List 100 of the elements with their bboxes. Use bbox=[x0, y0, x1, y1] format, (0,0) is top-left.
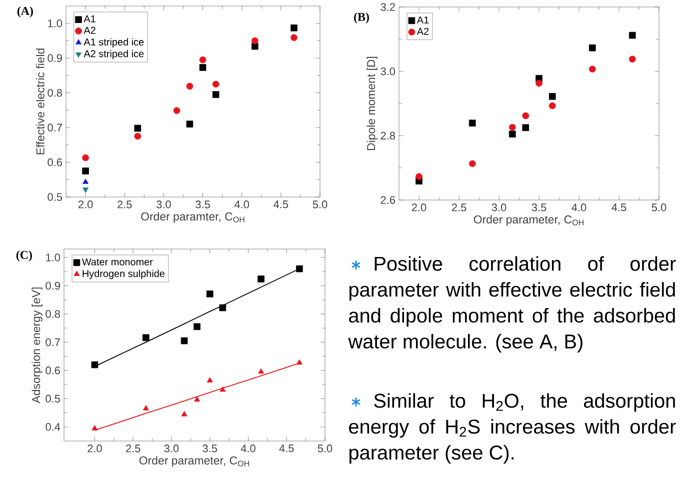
point bbox=[173, 107, 180, 114]
point bbox=[212, 91, 220, 98]
legend-label: A2 bbox=[84, 26, 96, 34]
point bbox=[258, 276, 264, 282]
point bbox=[548, 102, 556, 110]
legend-label: A2 striped ice bbox=[84, 50, 144, 60]
x-tick-label: 2.0 bbox=[88, 444, 102, 452]
point bbox=[82, 154, 89, 162]
y-tick-label: 3.0 bbox=[380, 67, 396, 76]
chart-title: (A) bbox=[17, 6, 33, 18]
point bbox=[296, 359, 302, 365]
point bbox=[588, 44, 596, 52]
y-tick-label: 0.9 bbox=[48, 54, 62, 62]
point bbox=[199, 64, 206, 71]
x-axis-title: Order paramter, C$_{OH}$ bbox=[141, 212, 244, 223]
x-tick-label: 3.0 bbox=[164, 444, 179, 452]
point bbox=[91, 361, 98, 368]
y-axis-title: Dipole moment [D] bbox=[366, 56, 378, 150]
point bbox=[142, 334, 150, 342]
point bbox=[199, 56, 206, 64]
point bbox=[548, 93, 556, 100]
y-tick-label: 0.5 bbox=[48, 193, 62, 201]
point bbox=[508, 130, 516, 138]
x-tick-label: 2.5 bbox=[452, 204, 466, 212]
x-axis-title: Order parameter, C$_{OH}$ bbox=[474, 215, 584, 226]
point bbox=[180, 337, 188, 344]
point bbox=[296, 265, 303, 272]
x-axis-title: Order parameter, C$_{OH}$ bbox=[139, 456, 249, 467]
legend-label: Water monomer bbox=[82, 258, 153, 266]
point bbox=[134, 132, 142, 140]
y-tick-label: 0.6 bbox=[46, 366, 60, 374]
point bbox=[258, 368, 264, 374]
x-tick-label: 4.0 bbox=[240, 444, 256, 452]
x-tick-label: 4.5 bbox=[612, 204, 626, 212]
point bbox=[522, 124, 530, 132]
point bbox=[206, 377, 213, 382]
x-tick-label: 3.0 bbox=[492, 204, 506, 212]
point bbox=[468, 160, 476, 168]
legend-label: A1 bbox=[84, 15, 96, 22]
y-tick-label: 1.0 bbox=[48, 20, 62, 28]
y-tick-label: 0.6 bbox=[48, 158, 62, 166]
x-tick-label: 3.5 bbox=[532, 204, 546, 212]
x-tick-label: 5.0 bbox=[652, 204, 666, 212]
point bbox=[522, 112, 530, 120]
point bbox=[628, 56, 636, 63]
legend-label: Hydrogen sulphide bbox=[82, 270, 165, 280]
y-tick-label: 1.0 bbox=[46, 254, 60, 262]
y-tick-label: 2.6 bbox=[380, 196, 395, 204]
point bbox=[588, 66, 596, 72]
point bbox=[82, 168, 89, 174]
legend-label: A1 striped ice bbox=[84, 38, 144, 48]
point bbox=[219, 304, 226, 312]
x-tick-label: 4.0 bbox=[572, 204, 586, 212]
x-tick-label: 4.0 bbox=[234, 200, 250, 208]
point bbox=[92, 425, 98, 430]
point bbox=[194, 323, 200, 330]
x-tick-label: 2.5 bbox=[118, 200, 132, 208]
point bbox=[206, 290, 214, 298]
point bbox=[536, 80, 542, 87]
x-tick-label: 2.0 bbox=[78, 200, 93, 208]
point bbox=[508, 124, 516, 131]
text: Positive correlation of order parameter with effective electric field and dipole moment of the adsorbed water molecule. (see A, B) bbox=[348, 256, 676, 352]
point bbox=[142, 405, 149, 410]
point bbox=[82, 178, 89, 184]
point bbox=[468, 120, 476, 127]
y-tick-label: 0.4 bbox=[46, 423, 60, 431]
chart-title: (C) bbox=[16, 250, 32, 262]
y-tick-label: 0.7 bbox=[48, 124, 62, 132]
point bbox=[134, 124, 142, 132]
text: Similar to H$_{2}$O, the adsorption energy of H$_{2}$S increases with order parameter (see C). bbox=[349, 393, 676, 464]
point bbox=[252, 37, 258, 44]
point bbox=[220, 386, 226, 392]
x-tick-label: 2.0 bbox=[412, 204, 426, 212]
point bbox=[212, 80, 220, 88]
y-tick-label: 0.8 bbox=[48, 88, 62, 97]
x-tick-label: 3.5 bbox=[196, 200, 210, 208]
point bbox=[181, 411, 188, 416]
x-tick-label: 2.5 bbox=[126, 444, 140, 452]
y-tick-label: 2.8 bbox=[380, 132, 395, 140]
y-tick-label: 0.8 bbox=[46, 310, 60, 318]
x-tick-label: 4.5 bbox=[279, 444, 294, 452]
legend-label: A1 bbox=[416, 16, 429, 24]
legend-label: A2 bbox=[416, 28, 429, 35]
point bbox=[290, 34, 298, 42]
chart-title: (B) bbox=[354, 12, 369, 24]
x-tick-label: 3.5 bbox=[202, 444, 217, 452]
point bbox=[628, 32, 636, 39]
x-tick-label: 5.0 bbox=[312, 200, 328, 208]
point bbox=[186, 120, 194, 128]
point bbox=[186, 82, 194, 90]
point bbox=[416, 173, 422, 180]
y-tick-label: 3.2 bbox=[380, 3, 395, 11]
x-tick-label: 3.0 bbox=[156, 200, 171, 208]
y-axis-title: Effective electric field bbox=[36, 48, 44, 154]
x-tick-label: 4.5 bbox=[274, 200, 288, 208]
y-axis-title: Adsorption energy [eV] bbox=[32, 288, 42, 404]
point bbox=[290, 24, 298, 32]
y-tick-label: 0.5 bbox=[46, 394, 60, 403]
y-tick-label: 0.7 bbox=[46, 338, 60, 346]
point bbox=[82, 188, 89, 193]
